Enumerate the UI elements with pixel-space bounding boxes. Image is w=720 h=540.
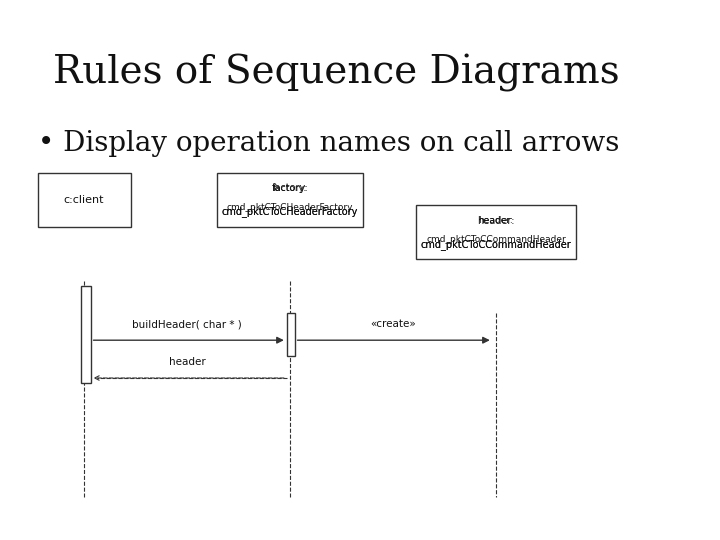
FancyBboxPatch shape <box>37 173 130 227</box>
Text: cmd_pktCToCCommandHeader: cmd_pktCToCCommandHeader <box>420 239 572 249</box>
Text: factory:: factory: <box>271 183 308 193</box>
Text: factory:: factory: <box>273 184 307 193</box>
FancyBboxPatch shape <box>81 286 91 383</box>
Text: cmd_pktCToCHeaderFactory: cmd_pktCToCHeaderFactory <box>222 206 358 217</box>
Text: c:client: c:client <box>64 195 104 205</box>
Text: header:: header: <box>479 216 513 225</box>
Text: buildHeader( char * ): buildHeader( char * ) <box>132 319 242 329</box>
Text: • Display operation names on call arrows: • Display operation names on call arrows <box>37 130 619 157</box>
Text: cmd_pktCToCHeaderFactory: cmd_pktCToCHeaderFactory <box>222 206 358 217</box>
Text: Rules of Sequence Diagrams: Rules of Sequence Diagrams <box>53 54 620 92</box>
Text: cmd_pktCToCCommandHeader: cmd_pktCToCCommandHeader <box>420 239 572 249</box>
Text: «create»: «create» <box>370 319 416 329</box>
FancyBboxPatch shape <box>217 173 363 227</box>
Text: cmd_pktCToCHeaderFactory: cmd_pktCToCHeaderFactory <box>227 202 354 212</box>
FancyBboxPatch shape <box>416 205 576 259</box>
Text: cmd_pktCToCCommandHeader: cmd_pktCToCCommandHeader <box>426 235 566 244</box>
Text: header: header <box>168 357 205 367</box>
Text: header:: header: <box>477 215 515 226</box>
FancyBboxPatch shape <box>287 313 294 356</box>
